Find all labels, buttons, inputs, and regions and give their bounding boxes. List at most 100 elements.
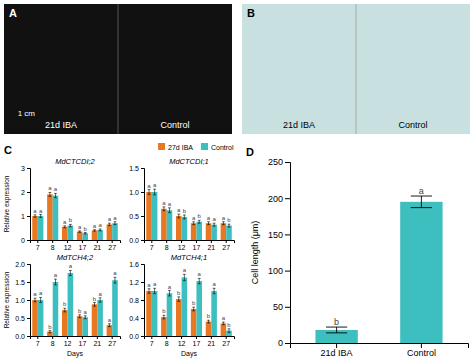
error-bar xyxy=(411,196,432,208)
error-bar xyxy=(207,222,210,225)
bar xyxy=(146,192,152,240)
tick-mark xyxy=(27,300,30,301)
error-bar xyxy=(213,288,216,293)
bar xyxy=(97,230,103,240)
panel-background xyxy=(4,4,232,134)
y-tick: 3 xyxy=(21,165,30,172)
tick-label: 27 xyxy=(222,244,230,251)
panel-label: Control xyxy=(398,120,427,130)
tick-label: 12 xyxy=(64,244,72,251)
tick-mark xyxy=(112,336,113,339)
tick-mark xyxy=(285,198,290,199)
axis-line xyxy=(27,265,31,337)
bar xyxy=(62,310,68,336)
bar-letter: a xyxy=(33,208,37,214)
y-tick: 150 xyxy=(268,230,290,240)
tick-mark xyxy=(27,336,30,337)
bar xyxy=(226,226,232,240)
tick-label: 8 xyxy=(165,340,169,347)
axis-line xyxy=(291,344,469,349)
tick-label: 0 xyxy=(278,338,283,348)
bar-chart: 0.00.40.81.21.67812172127abbbbaaaaaabMdT… xyxy=(129,253,234,358)
tick-mark xyxy=(285,271,290,272)
error-bar xyxy=(222,222,225,225)
bar-letter: b xyxy=(162,308,166,314)
marks xyxy=(32,270,118,336)
tick-label: 0.5 xyxy=(129,213,139,220)
x-tick: 17 xyxy=(193,336,201,347)
bar-letter: b xyxy=(48,324,52,330)
marks xyxy=(146,189,232,240)
tick-mark xyxy=(226,240,227,243)
bar xyxy=(68,273,74,336)
y-axis: 0.00.51.01.52.0 xyxy=(15,261,30,340)
bar-letter: a xyxy=(162,200,166,206)
error-bar xyxy=(69,224,72,226)
bar-letter: a xyxy=(93,223,97,229)
error-bar xyxy=(93,303,96,307)
subplot-title: MdTCH4;1 xyxy=(171,253,207,262)
tick-label: 1 xyxy=(21,213,25,220)
tick-mark xyxy=(141,168,144,169)
error-bar xyxy=(222,322,225,325)
tick-mark xyxy=(141,192,144,193)
y-axis-title: Relative expression xyxy=(3,175,11,232)
bar xyxy=(400,202,442,343)
bar xyxy=(92,230,98,240)
error-bar xyxy=(63,226,66,228)
tick-label: 0 xyxy=(21,237,25,244)
tick-label: 7 xyxy=(150,340,154,347)
tick-label: 1.5 xyxy=(129,165,139,172)
tick-label: 1.2 xyxy=(129,279,139,286)
bar xyxy=(38,216,44,240)
bar-letter: b xyxy=(192,300,196,306)
bar-letter: b xyxy=(183,208,187,214)
error-bar xyxy=(84,233,87,234)
tick-label: 3 xyxy=(21,165,25,172)
tick-mark xyxy=(97,240,98,243)
bar-letters: abbbbaaaaaab xyxy=(147,267,231,327)
panel-letter: B xyxy=(247,7,255,19)
bar-letter: b xyxy=(227,322,231,328)
error-bar xyxy=(153,189,156,195)
tick-mark xyxy=(27,318,30,319)
x-tick: 17 xyxy=(193,240,201,251)
bar xyxy=(112,280,118,336)
bar-letter: b xyxy=(207,313,211,319)
error-bar xyxy=(192,307,195,311)
bar xyxy=(97,300,103,336)
bar-letter: a xyxy=(212,216,216,222)
bar-letter: a xyxy=(39,208,43,214)
x-tick: 21 xyxy=(93,240,101,251)
bar-chart: 0.00.51.01.57812172127aaaaaaaabbabMdCTCD… xyxy=(129,157,234,251)
y-tick: 1 xyxy=(21,213,30,220)
divider xyxy=(118,4,119,134)
tick-mark xyxy=(336,343,337,348)
tick-label: 21 xyxy=(93,244,101,251)
bar xyxy=(221,223,227,240)
x-axis: 7812172127 xyxy=(145,240,235,251)
axis-line xyxy=(31,241,121,244)
x-tick: 7 xyxy=(36,336,40,347)
bar xyxy=(211,225,217,240)
tick-mark xyxy=(211,336,212,339)
tick-mark xyxy=(141,264,144,265)
error-bar xyxy=(84,316,87,319)
bar xyxy=(196,222,202,240)
error-bar xyxy=(49,192,52,196)
bar xyxy=(53,196,59,240)
bar xyxy=(191,309,197,336)
tick-mark xyxy=(196,336,197,339)
axis-line xyxy=(141,169,145,241)
bar xyxy=(38,300,44,336)
tick-mark xyxy=(226,336,227,339)
bar xyxy=(112,223,118,240)
tick-mark xyxy=(37,240,38,243)
bar xyxy=(152,192,158,240)
tick-label: 150 xyxy=(268,230,283,240)
y-tick: 250 xyxy=(268,157,290,167)
x-tick: 8 xyxy=(51,336,55,347)
tick-label: 200 xyxy=(268,194,283,204)
tick-label: 250 xyxy=(268,157,283,167)
bar-letter: a xyxy=(98,291,102,297)
